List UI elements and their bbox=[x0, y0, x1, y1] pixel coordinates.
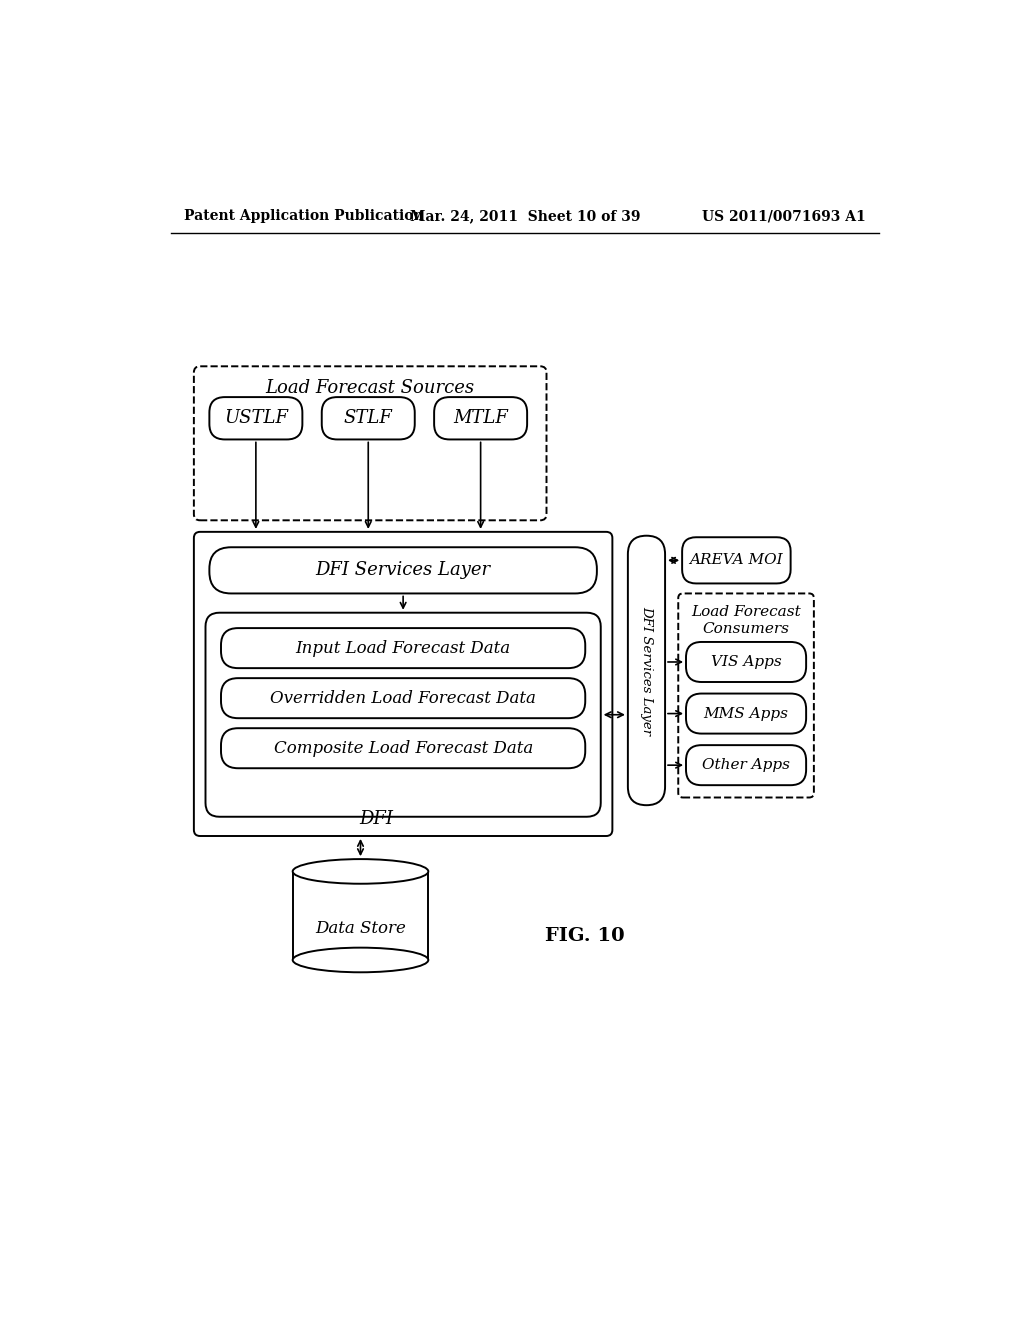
Text: DFI Services Layer: DFI Services Layer bbox=[640, 606, 653, 735]
FancyBboxPatch shape bbox=[209, 397, 302, 440]
FancyBboxPatch shape bbox=[221, 729, 586, 768]
Text: STLF: STLF bbox=[344, 409, 392, 428]
Text: Patent Application Publication: Patent Application Publication bbox=[183, 209, 424, 223]
Text: AREVA MOI: AREVA MOI bbox=[689, 553, 783, 568]
Bar bbox=[294, 859, 427, 873]
Text: Mar. 24, 2011  Sheet 10 of 39: Mar. 24, 2011 Sheet 10 of 39 bbox=[410, 209, 640, 223]
Text: Other Apps: Other Apps bbox=[702, 758, 791, 772]
Text: MTLF: MTLF bbox=[454, 409, 508, 428]
Text: Overridden Load Forecast Data: Overridden Load Forecast Data bbox=[270, 689, 536, 706]
Text: Load Forecast
Consumers: Load Forecast Consumers bbox=[691, 606, 801, 635]
Text: MMS Apps: MMS Apps bbox=[703, 706, 788, 721]
FancyBboxPatch shape bbox=[206, 612, 601, 817]
Text: Composite Load Forecast Data: Composite Load Forecast Data bbox=[273, 739, 532, 756]
FancyBboxPatch shape bbox=[221, 678, 586, 718]
FancyBboxPatch shape bbox=[322, 397, 415, 440]
FancyBboxPatch shape bbox=[209, 548, 597, 594]
FancyBboxPatch shape bbox=[221, 628, 586, 668]
Text: US 2011/0071693 A1: US 2011/0071693 A1 bbox=[702, 209, 866, 223]
Ellipse shape bbox=[293, 948, 428, 973]
FancyBboxPatch shape bbox=[628, 536, 665, 805]
FancyBboxPatch shape bbox=[194, 532, 612, 836]
FancyBboxPatch shape bbox=[434, 397, 527, 440]
Text: Input Load Forecast Data: Input Load Forecast Data bbox=[296, 640, 511, 656]
FancyBboxPatch shape bbox=[686, 693, 806, 734]
FancyBboxPatch shape bbox=[686, 642, 806, 682]
FancyBboxPatch shape bbox=[682, 537, 791, 583]
Text: VIS Apps: VIS Apps bbox=[711, 655, 781, 669]
Text: DFI Services Layer: DFI Services Layer bbox=[315, 561, 490, 579]
Text: FIG. 10: FIG. 10 bbox=[546, 927, 625, 945]
Ellipse shape bbox=[293, 859, 428, 884]
Bar bbox=[293, 871, 428, 960]
Text: DFI: DFI bbox=[359, 810, 393, 828]
Text: USTLF: USTLF bbox=[224, 409, 288, 428]
Text: Data Store: Data Store bbox=[315, 920, 406, 937]
FancyBboxPatch shape bbox=[686, 744, 806, 785]
Text: Load Forecast Sources: Load Forecast Sources bbox=[265, 379, 475, 397]
